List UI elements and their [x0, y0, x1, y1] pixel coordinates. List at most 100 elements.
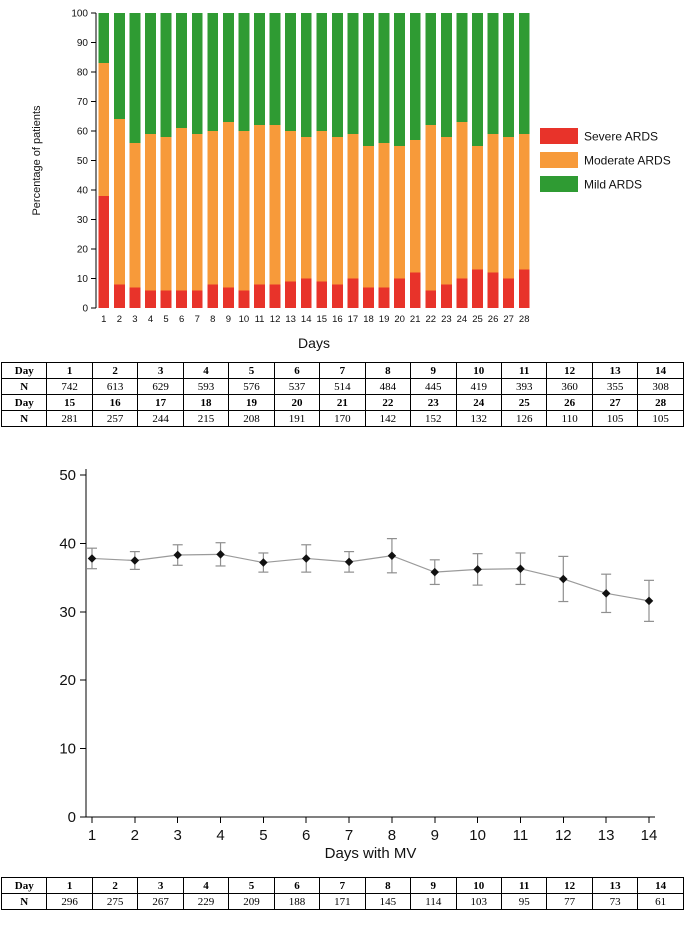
- x-tick-label: 11: [513, 827, 529, 844]
- table-cell: 419: [455, 378, 502, 395]
- bar-segment: [472, 145, 483, 270]
- table-cell: 360: [546, 378, 593, 395]
- table-cell: 10: [455, 362, 502, 379]
- bar-segment: [191, 13, 203, 134]
- bar-segment: [316, 131, 328, 282]
- table-cell: 13: [591, 877, 639, 894]
- y-tick-label: 0: [82, 304, 88, 315]
- bar-segment: [363, 13, 374, 146]
- bar-segment: [331, 284, 343, 308]
- bar-segment: [207, 284, 219, 308]
- bar-segment: [129, 287, 141, 308]
- row-label: N: [0, 378, 48, 395]
- bar-segment: [269, 284, 281, 308]
- data-point-marker: [516, 564, 525, 573]
- table-cell: 629: [137, 378, 184, 395]
- table-cell: 110: [546, 410, 593, 427]
- table-cell: 9: [410, 362, 457, 379]
- x-tick-label: 19: [379, 314, 390, 325]
- table-cell: 355: [591, 378, 639, 395]
- legend-swatch: [540, 176, 578, 192]
- table-cell: 445: [410, 378, 457, 395]
- table-cell: 2: [91, 877, 139, 894]
- table-cell: 229: [182, 893, 230, 910]
- bar-segment: [518, 269, 530, 308]
- table-cell: 171: [319, 893, 366, 910]
- bar-segment: [503, 278, 515, 308]
- x-tick-label: 4: [148, 314, 153, 325]
- row-label: Day: [0, 362, 48, 379]
- bar-segment: [487, 272, 499, 308]
- x-tick-label: 24: [457, 314, 468, 325]
- bar-segment: [98, 195, 110, 308]
- bar-segment: [503, 136, 515, 279]
- table-cell: 24: [455, 394, 502, 411]
- table-cell: 296: [46, 893, 93, 910]
- y-axis-title: Percentage of patients: [31, 105, 43, 216]
- bar-segment: [129, 142, 141, 288]
- x-tick-label: 28: [519, 314, 530, 325]
- table-cell: 20: [273, 394, 321, 411]
- table-cell: 142: [364, 410, 412, 427]
- y-tick-label: 50: [59, 467, 76, 484]
- bar-segment: [347, 278, 359, 308]
- data-point-marker: [259, 558, 268, 567]
- x-tick-label: 14: [301, 314, 312, 325]
- table-cell: 6: [273, 877, 321, 894]
- bar-segment: [425, 13, 437, 126]
- table-cell: 95: [500, 893, 548, 910]
- table-cell: 593: [182, 378, 230, 395]
- x-tick-label: 2: [117, 314, 122, 325]
- bar-segment: [145, 290, 156, 308]
- x-tick-label: 5: [163, 314, 168, 325]
- bar-segment: [409, 13, 421, 140]
- x-tick-label: 10: [469, 827, 486, 844]
- table-cell: 484: [364, 378, 412, 395]
- x-tick-label: 7: [195, 314, 200, 325]
- bar-segment: [222, 122, 234, 288]
- y-tick-label: 30: [77, 215, 89, 226]
- bar-segment: [145, 13, 156, 134]
- y-tick-label: 10: [77, 274, 89, 285]
- table-cell: 13: [591, 362, 639, 379]
- legend-label: Severe ARDS: [584, 130, 658, 144]
- x-tick-label: 11: [255, 314, 265, 325]
- table-cell: 18: [182, 394, 230, 411]
- data-point-marker: [601, 589, 611, 598]
- data-point-marker: [216, 550, 225, 559]
- y-tick-label: 80: [77, 68, 89, 79]
- x-tick-label: 3: [132, 314, 137, 325]
- bar-segment: [191, 133, 203, 291]
- bar-segment: [518, 133, 530, 270]
- bar-segment: [269, 125, 281, 285]
- bar-segment: [285, 131, 297, 282]
- data-point-marker: [301, 554, 311, 563]
- bar-segment: [409, 272, 421, 308]
- bar-segment: [394, 145, 406, 279]
- x-tick-label: 7: [345, 827, 353, 844]
- x-tick-label: 9: [226, 314, 231, 325]
- bar-segment: [503, 13, 515, 137]
- table-cell: 145: [364, 893, 412, 910]
- x-tick-label: 1: [101, 314, 106, 325]
- y-tick-label: 50: [77, 156, 89, 167]
- x-tick-label: 14: [641, 827, 658, 844]
- bar-segment: [378, 13, 390, 143]
- row-label: Day: [0, 877, 48, 894]
- bar-segment: [472, 269, 483, 308]
- table-cell: 514: [319, 378, 366, 395]
- table-cell: 1: [46, 877, 93, 894]
- table-cell: 170: [319, 410, 366, 427]
- row-label: Day: [0, 394, 48, 411]
- x-tick-label: 6: [302, 827, 310, 844]
- table-cell: 152: [410, 410, 457, 427]
- bar-segment: [300, 278, 312, 308]
- bar-segment: [347, 13, 359, 134]
- bar-segment: [425, 125, 437, 291]
- y-tick-label: 90: [77, 38, 89, 49]
- x-tick-label: 8: [210, 314, 215, 325]
- bar-segment: [300, 13, 312, 137]
